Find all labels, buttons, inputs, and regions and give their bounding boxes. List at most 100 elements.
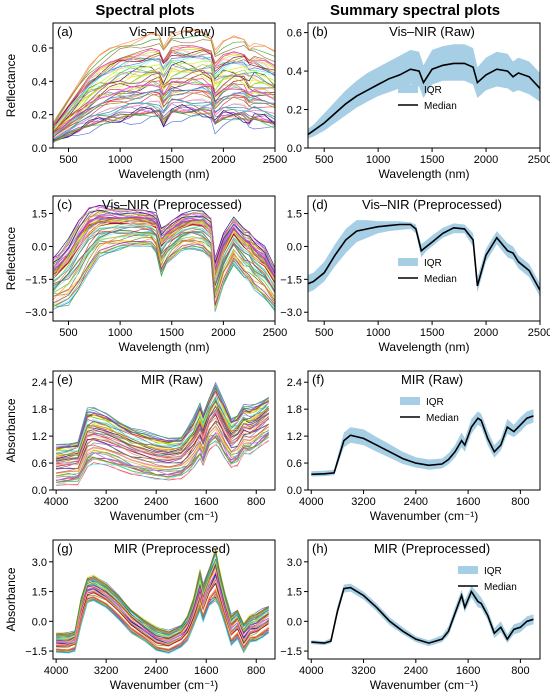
y-tick-label: 0.0 [32, 143, 47, 155]
y-axis-label: Reflectance [4, 226, 18, 290]
y-tick-label: −1.5 [280, 646, 302, 658]
y-tick-label: 0.4 [32, 76, 47, 88]
spectrum-line [53, 85, 275, 137]
x-tick-label: 1600 [456, 496, 480, 508]
spectrum-line [53, 206, 275, 272]
spectrum-line [53, 218, 275, 280]
x-axis-label: Wavelength (nm) [379, 167, 470, 181]
spectrum-line [53, 64, 275, 133]
spectrum-line [53, 45, 275, 127]
chart-panel-f: IQR Median 4000 3200 2400 1600 800 0.0 0.6 1.2 1.8… [287, 370, 541, 523]
spectrum-line [53, 49, 275, 128]
legend-label: Median [424, 101, 457, 112]
spectrum-line [56, 385, 269, 451]
spectrum-line [53, 56, 275, 130]
spectrum-line [56, 384, 269, 448]
spectrum-line [56, 558, 269, 637]
y-tick-label: 0.2 [32, 110, 47, 122]
panel-tag: (a) [57, 24, 73, 39]
x-tick-label: 1600 [194, 496, 218, 508]
y-tick-label: 2.4 [287, 377, 302, 389]
spectrum-line [53, 73, 275, 135]
y-tick-label: 1.5 [32, 587, 47, 599]
spectrum-line [56, 411, 269, 465]
panel-title: Vis–NIR (Raw) [389, 24, 475, 39]
x-tick-label: 800 [511, 496, 529, 508]
panel-title: Vis–NIR (Preprocessed) [102, 197, 242, 212]
spectrum-line [53, 80, 275, 136]
x-tick-label: 500 [315, 327, 333, 339]
y-tick-label: 0.0 [287, 485, 302, 497]
spectrum-line [53, 71, 275, 133]
x-tick-label: 2000 [211, 154, 235, 166]
spectrum-line [53, 109, 275, 143]
spectrum-line [53, 60, 275, 131]
spectrum-line [56, 552, 269, 635]
panel-tag: (e) [57, 372, 73, 387]
y-tick-label: 1.2 [287, 431, 302, 443]
axes-frame [52, 195, 276, 322]
panel-title: MIR (Raw) [141, 372, 203, 387]
x-tick-label: 3200 [94, 496, 118, 508]
y-tick-label: 0.0 [287, 616, 302, 628]
x-tick-label: 2000 [474, 154, 498, 166]
spectrum-line [53, 233, 275, 302]
axes-frame [52, 22, 276, 149]
spectrum-line [56, 560, 269, 639]
y-tick-label: −1.5 [280, 274, 302, 286]
plot-area-g [56, 548, 269, 654]
plot-area-e [55, 381, 269, 486]
spectrum-line [56, 588, 269, 650]
x-tick-label: 800 [247, 496, 265, 508]
spectrum-line [53, 212, 275, 275]
panel-tag: (g) [57, 541, 73, 556]
y-tick-label: 2.4 [32, 377, 47, 389]
y-axis-label: Absorbance [4, 398, 18, 462]
legend-label: Median [484, 582, 517, 593]
spectrum-line [56, 598, 269, 654]
spectrum-line [53, 91, 275, 139]
spectrum-line [53, 215, 275, 281]
spectrum-line [56, 391, 269, 452]
spectrum-line [53, 243, 275, 310]
y-tick-label: −1.5 [25, 274, 47, 286]
legend-iqr-swatch [398, 85, 418, 93]
x-tick-label: 1000 [108, 154, 132, 166]
legend-label: IQR [424, 258, 442, 269]
legend-iqr-swatch [458, 566, 478, 574]
spectrum-line [53, 209, 275, 276]
axes-frame [52, 539, 276, 660]
panel-title: MIR (Raw) [401, 372, 463, 387]
x-tick-label: 1500 [160, 154, 184, 166]
x-tick-label: 500 [315, 154, 333, 166]
spectrum-line [53, 233, 275, 298]
spectrum-line [53, 64, 275, 133]
panel-tag: (b) [312, 24, 328, 39]
spectrum-line [56, 582, 269, 647]
x-tick-label: 4000 [299, 665, 323, 677]
legend-iqr-swatch [400, 397, 420, 405]
spectrum-line [53, 69, 275, 134]
spectrum-line [53, 106, 275, 141]
chart-panel-a: 500 1000 1500 2000 2500 0.0 0.2 0.4 0.6 Wavelengt… [4, 22, 287, 181]
y-tick-label: 1.2 [32, 431, 47, 443]
chart-panel-g: 4000 3200 2400 1600 800 −1.5 0.0 1.5 3.0 Wavenumb… [4, 539, 276, 692]
y-tick-label: 0.2 [287, 105, 302, 117]
x-tick-label: 1500 [420, 154, 444, 166]
median-line [311, 586, 534, 644]
y-tick-label: −3.0 [25, 307, 47, 319]
chart-panel-b: IQR Median 500 1000 1500 2000 2500 0.0 0.2 0.4 0.6… [287, 22, 550, 181]
spectrum-line [56, 425, 269, 474]
median-line [308, 223, 540, 291]
panel-tag: (f) [312, 372, 324, 387]
legend-label: IQR [424, 85, 442, 96]
x-tick-label: 4000 [299, 496, 323, 508]
x-tick-label: 500 [59, 154, 77, 166]
spectrum-line [56, 383, 269, 445]
x-tick-label: 1600 [456, 665, 480, 677]
spectrum-line [53, 51, 275, 130]
plot-area-h [311, 583, 534, 647]
x-tick-label: 2500 [528, 327, 550, 339]
spectrum-line [53, 214, 275, 277]
y-tick-label: −1.5 [25, 646, 47, 658]
